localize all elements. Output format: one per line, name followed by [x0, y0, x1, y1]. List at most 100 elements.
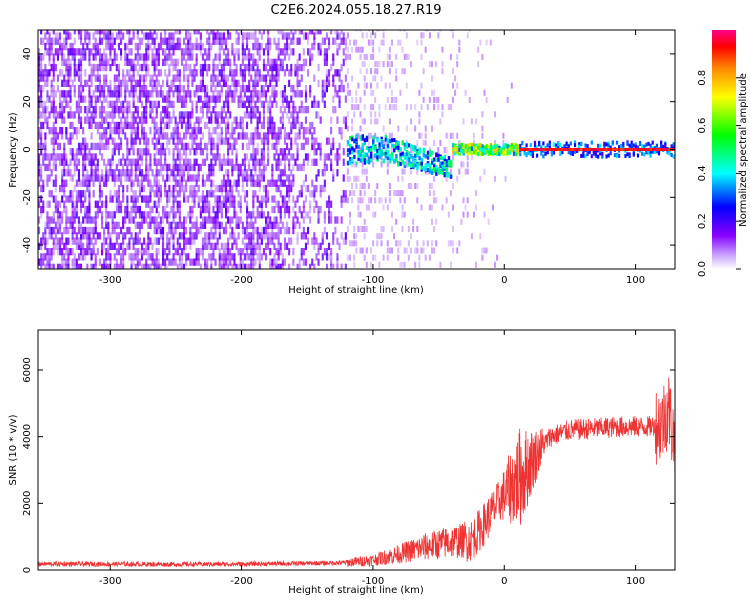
heatmap-cell — [38, 79, 41, 87]
heatmap-cell — [372, 145, 375, 150]
heatmap-cell — [44, 132, 47, 140]
heatmap-cell — [197, 253, 200, 261]
heatmap-cell — [180, 184, 183, 193]
heatmap-cell — [157, 237, 160, 245]
heatmap-cell — [113, 226, 116, 235]
heatmap-cell — [386, 240, 389, 247]
heatmap-cell — [92, 63, 95, 72]
heatmap-cell — [88, 85, 91, 93]
heatmap-cell — [80, 205, 83, 214]
heatmap-cell — [174, 127, 177, 135]
heatmap-cell — [115, 248, 118, 256]
heatmap-cell — [206, 95, 209, 103]
heatmap-cell — [42, 121, 45, 130]
heatmap-cell — [298, 132, 301, 140]
heatmap-cell — [157, 137, 160, 145]
heatmap-cell — [172, 127, 175, 135]
heatmap-cell — [187, 121, 190, 130]
heatmap-cell — [107, 30, 110, 35]
heatmap-cell — [80, 106, 83, 114]
heatmap-cell — [439, 118, 442, 125]
heatmap-cell — [502, 144, 505, 149]
heatmap-cell — [218, 79, 221, 87]
heatmap-cell — [77, 69, 80, 77]
heatmap-cell — [52, 85, 55, 93]
heatmap-cell — [410, 153, 413, 158]
heatmap-cell — [63, 263, 66, 269]
heatmap-cell — [210, 116, 213, 124]
heatmap-cell — [410, 104, 412, 111]
heatmap-cell — [302, 132, 305, 140]
heatmap-cell — [388, 190, 391, 197]
heatmap-cell — [193, 42, 196, 51]
heatmap-cell — [275, 216, 278, 224]
heatmap-cell — [407, 240, 410, 247]
heatmap-cell — [52, 106, 55, 114]
heatmap-cell — [82, 248, 85, 256]
heatmap-cell — [323, 100, 326, 108]
heatmap-cell — [462, 145, 465, 150]
heatmap-cell — [54, 132, 57, 140]
heatmap-cell — [483, 145, 486, 150]
heatmap-cell — [342, 190, 345, 198]
heatmap-cell — [309, 30, 312, 35]
heatmap-cell — [262, 174, 265, 182]
heatmap-cell — [210, 184, 213, 193]
heatmap-cell — [351, 240, 354, 247]
heatmap-cell — [109, 42, 112, 51]
heatmap-cell — [147, 142, 150, 151]
heatmap-cell — [319, 30, 322, 35]
heatmap-cell — [254, 158, 257, 166]
heatmap-cell — [153, 121, 156, 130]
heatmap-cell — [191, 132, 194, 140]
heatmap-cell — [130, 179, 133, 187]
heatmap-cell — [231, 132, 234, 140]
heatmap-cell — [98, 32, 101, 40]
heatmap-cell — [258, 163, 261, 172]
heatmap-cell — [281, 30, 284, 35]
heatmap-cell — [481, 247, 484, 254]
heatmap-cell — [359, 30, 362, 32]
heatmap-cell — [462, 118, 465, 125]
heatmap-cell — [155, 205, 158, 214]
heatmap-cell — [279, 90, 282, 98]
heatmap-cell — [208, 95, 211, 103]
heatmap-cell — [208, 37, 211, 45]
heatmap-cell — [304, 32, 307, 40]
heatmap-cell — [227, 142, 230, 151]
heatmap-cell — [77, 169, 80, 177]
heatmap-cell — [233, 85, 236, 93]
heatmap-cell — [141, 90, 144, 98]
heatmap-cell — [105, 95, 108, 103]
heatmap-cell — [286, 32, 289, 40]
heatmap-cell — [59, 100, 62, 108]
heatmap-cell — [141, 195, 144, 203]
heatmap-cell — [214, 258, 217, 266]
heatmap-cell — [46, 90, 49, 98]
heatmap-cell — [44, 163, 47, 172]
heatmap-cell — [103, 90, 106, 98]
heatmap-cell — [317, 48, 320, 56]
heatmap-cell — [77, 100, 80, 108]
heatmap-cell — [44, 148, 47, 156]
heatmap-cell — [271, 232, 274, 240]
heatmap-cell — [63, 184, 66, 193]
heatmap-cell — [71, 132, 74, 140]
heatmap-cell — [412, 218, 415, 225]
heatmap-cell — [155, 58, 158, 66]
heatmap-cell — [258, 263, 261, 269]
heatmap-cell — [233, 48, 236, 56]
heatmap-cell — [185, 48, 188, 56]
heatmap-cell — [96, 74, 99, 82]
heatmap-cell — [410, 168, 412, 175]
heatmap-cell — [117, 205, 120, 214]
heatmap-cell — [170, 79, 173, 87]
heatmap-cell — [340, 132, 343, 140]
heatmap-cell — [283, 148, 286, 156]
heatmap-cell — [256, 37, 259, 45]
heatmap-cell — [250, 174, 253, 182]
heatmap-cell — [75, 200, 78, 208]
heatmap-cell — [395, 145, 398, 150]
heatmap-cell — [185, 95, 188, 103]
heatmap-cell — [563, 148, 566, 151]
